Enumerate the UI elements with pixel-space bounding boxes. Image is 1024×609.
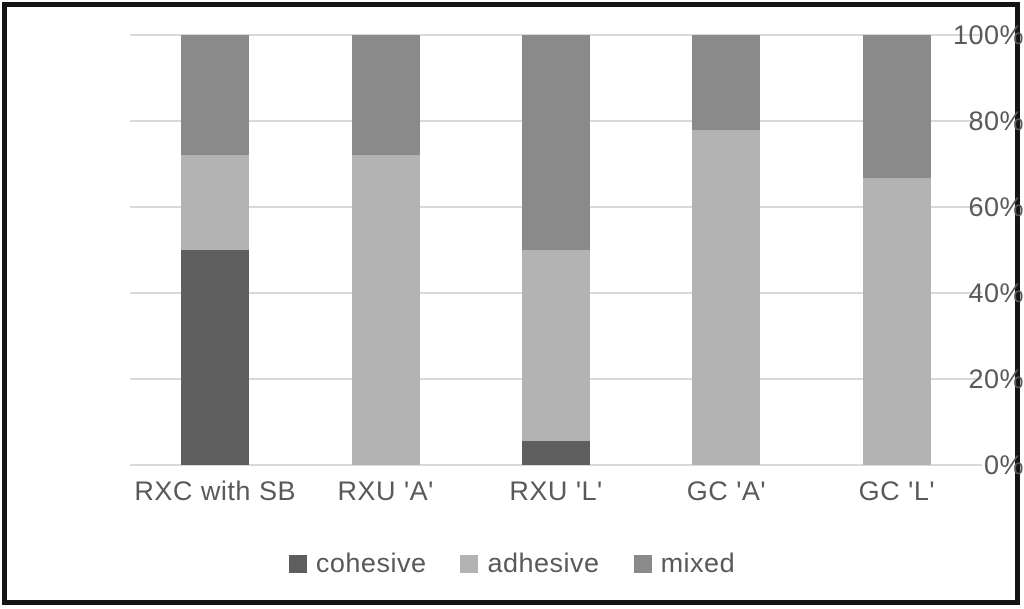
- plot-area: [130, 34, 982, 466]
- x-axis-category-labels: RXC with SB RXU 'A' RXU 'L' GC 'A' GC 'L': [130, 476, 982, 507]
- y-tick-label: 0%: [983, 450, 1024, 480]
- bar-segment-mixed: [522, 35, 591, 251]
- gridline: [130, 464, 982, 466]
- legend-item-cohesive: cohesive: [288, 548, 427, 579]
- gridline: [130, 34, 982, 36]
- x-axis-label-rxc-with-sb: RXC with SB: [134, 476, 296, 506]
- legend-swatch-mixed-icon: [633, 554, 652, 573]
- y-tick-label: 20%: [968, 364, 1024, 394]
- legend-label-cohesive: cohesive: [315, 548, 427, 578]
- x-axis-label-rxu-a: RXU 'A': [337, 476, 434, 506]
- bar-slot: [812, 35, 982, 465]
- bar-segment-adhesive: [522, 250, 591, 441]
- bar-slot: [300, 35, 470, 465]
- bar-segment-mixed: [862, 35, 931, 179]
- x-axis-label-rxu-l: RXU 'L': [509, 476, 603, 506]
- bar-segment-adhesive: [862, 178, 931, 465]
- legend-item-mixed: mixed: [633, 548, 736, 579]
- bar-rxc-with-sb: [181, 35, 250, 465]
- bar-segment-mixed: [351, 35, 420, 155]
- bar-slot: [471, 35, 641, 465]
- legend-swatch-adhesive-icon: [460, 554, 479, 573]
- bar-segment-adhesive: [351, 154, 420, 465]
- bars-container: [130, 35, 982, 465]
- legend-label-mixed: mixed: [660, 548, 736, 578]
- bar-segment-cohesive: [181, 250, 250, 465]
- bar-gc-l: [862, 35, 931, 465]
- legend-label-adhesive: adhesive: [487, 548, 600, 578]
- legend-item-adhesive: adhesive: [460, 548, 599, 579]
- bar-segment-adhesive: [692, 130, 761, 465]
- bar-segment-mixed: [692, 35, 761, 131]
- bar-rxu-a: [351, 35, 420, 465]
- bar-slot: [130, 35, 300, 465]
- bar-segment-cohesive: [522, 440, 591, 465]
- x-axis-label-gc-a: GC 'A': [686, 476, 767, 506]
- bar-gc-a: [692, 35, 761, 465]
- bar-rxu-l: [522, 35, 591, 465]
- y-tick-label: 40%: [968, 278, 1024, 308]
- y-tick-label: 100%: [952, 20, 1024, 50]
- x-axis-label-gc-l: GC 'L': [858, 476, 935, 506]
- y-tick-label: 60%: [968, 192, 1024, 222]
- chart-legend: cohesive adhesive mixed: [0, 548, 1024, 579]
- bar-segment-adhesive: [181, 154, 250, 250]
- bar-slot: [641, 35, 811, 465]
- legend-swatch-cohesive-icon: [288, 554, 307, 573]
- bar-segment-mixed: [181, 35, 250, 155]
- y-tick-label: 80%: [968, 106, 1024, 136]
